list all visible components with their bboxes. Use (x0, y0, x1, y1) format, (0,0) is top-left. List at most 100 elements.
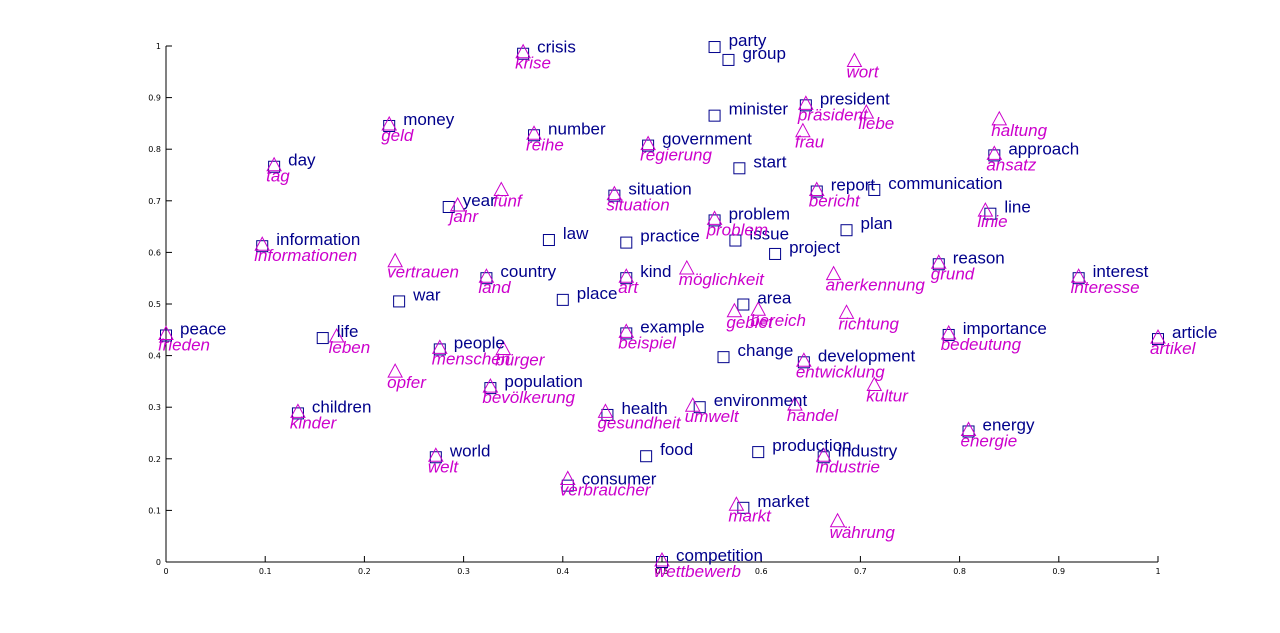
triangle-marker-land (478, 268, 495, 283)
triangle-marker-vertrauen (387, 252, 403, 268)
triangle-marker-markt (728, 496, 745, 511)
english-label-kind: kind (640, 262, 671, 281)
x-tick-label: 0.2 (358, 567, 371, 576)
english-label-population: population (504, 372, 582, 391)
square-marker-food (640, 450, 653, 463)
triangle-marker-problem (706, 210, 723, 225)
square-marker-year (442, 200, 455, 213)
german-label-handel: handel (787, 406, 839, 425)
german-label-vertrauen: vertrauen (387, 263, 459, 282)
square-marker-peace (160, 329, 172, 342)
english-label-report: report (831, 176, 876, 195)
square-marker-money (383, 119, 396, 132)
english-label-place: place (577, 284, 618, 303)
german-label-menschen: menschen (432, 349, 510, 368)
english-label-article: article (1172, 323, 1217, 342)
square-marker-consumer (561, 479, 574, 492)
german-label-tag: tag (266, 167, 290, 186)
x-tick-label: 0.3 (457, 567, 470, 576)
square-marker-party (708, 41, 721, 54)
x-tick-label: 0.5 (656, 567, 669, 576)
german-label-frau: frau (795, 133, 825, 152)
triangle-marker-artikel (1150, 329, 1166, 344)
german-label-regierung: regierung (640, 146, 712, 165)
square-marker-world (429, 451, 442, 464)
german-label-bereich: bereich (750, 311, 806, 330)
triangle-marker-opfer (387, 363, 403, 378)
square-marker-place (556, 293, 569, 306)
square-marker-article (1152, 333, 1164, 346)
square-marker-problem (708, 214, 721, 227)
triangle-marker-haltung (991, 110, 1008, 126)
square-marker-area (737, 298, 750, 311)
triangle-marker-regierung (640, 135, 656, 151)
y-tick-label: 0.6 (148, 248, 161, 257)
german-label-liebe: liebe (858, 114, 894, 133)
english-label-line: line (1004, 198, 1030, 217)
triangle-marker-entwicklung (796, 352, 812, 367)
german-label-anerkennung: anerkennung (826, 276, 926, 295)
german-label-problem: problem (706, 220, 768, 239)
square-marker-production (752, 446, 765, 459)
english-label-president: president (820, 89, 890, 108)
triangle-marker-anerkennung (825, 265, 842, 281)
triangle-marker-informationen (254, 236, 271, 251)
german-label-opfer: opfer (387, 373, 427, 392)
y-tick-label: 0.8 (148, 145, 161, 154)
square-marker-issue (729, 234, 742, 247)
triangle-marker-gesundheit (597, 403, 614, 418)
square-marker-start (733, 162, 746, 175)
german-label-industrie: industrie (816, 457, 880, 476)
german-label-bürger: bürger (495, 350, 545, 369)
x-tick-label: 0.1 (259, 567, 272, 576)
english-label-group: group (742, 44, 785, 63)
triangle-marker-krise (515, 43, 531, 59)
german-label-bedeutung: bedeutung (941, 335, 1022, 354)
triangle-marker-währung (829, 512, 846, 528)
square-marker-life (316, 332, 329, 345)
triangle-marker-jahr (449, 196, 466, 212)
english-label-money: money (403, 110, 455, 129)
german-label-bevölkerung: bevölkerung (482, 388, 575, 407)
triangle-marker-leben (328, 328, 345, 343)
english-label-production: production (772, 436, 851, 455)
triangle-marker-präsident (798, 95, 814, 110)
german-label-situation: situation (606, 196, 669, 215)
english-label-importance: importance (963, 319, 1047, 338)
english-label-food: food (660, 440, 693, 459)
english-label-competition: competition (676, 546, 763, 565)
german-label-grund: grund (931, 264, 975, 283)
triangle-marker-linie (977, 202, 994, 217)
german-label-wettbewerb: wettbewerb (654, 562, 741, 581)
y-tick-label: 0.4 (148, 352, 161, 361)
triangle-marker-bevölkerung (482, 378, 499, 393)
english-label-consumer: consumer (582, 470, 657, 489)
x-tick-label: 0.6 (755, 567, 768, 576)
german-label-möglichkeit: möglichkeit (679, 270, 765, 289)
german-label-kinder: kinder (290, 413, 338, 432)
y-tick-label: 1 (156, 42, 161, 51)
square-marker-minister (708, 109, 721, 122)
german-label-fünf: fünf (493, 192, 524, 211)
square-marker-president (799, 99, 812, 112)
english-label-environment: environment (714, 391, 808, 410)
triangle-marker-wettbewerb (654, 551, 670, 567)
german-label-haltung: haltung (991, 121, 1047, 140)
english-label-people: people (454, 333, 505, 352)
german-label-gebiet: gebiet (726, 313, 774, 332)
english-label-life: life (337, 322, 359, 341)
german-label-gesundheit: gesundheit (597, 413, 681, 432)
y-tick-label: 0.5 (148, 300, 161, 309)
triangle-marker-gebiet (726, 302, 743, 318)
english-label-peace: peace (180, 319, 226, 338)
square-marker-industry (817, 451, 830, 464)
square-marker-example (620, 327, 633, 340)
english-label-development: development (818, 346, 916, 365)
y-tick-label: 0 (156, 558, 161, 567)
triangle-marker-handel (787, 396, 803, 411)
square-marker-people (433, 343, 446, 356)
english-label-minister: minister (729, 100, 789, 119)
x-tick-label: 0.7 (854, 567, 867, 576)
square-marker-environment (693, 401, 706, 414)
english-label-market: market (757, 492, 809, 511)
